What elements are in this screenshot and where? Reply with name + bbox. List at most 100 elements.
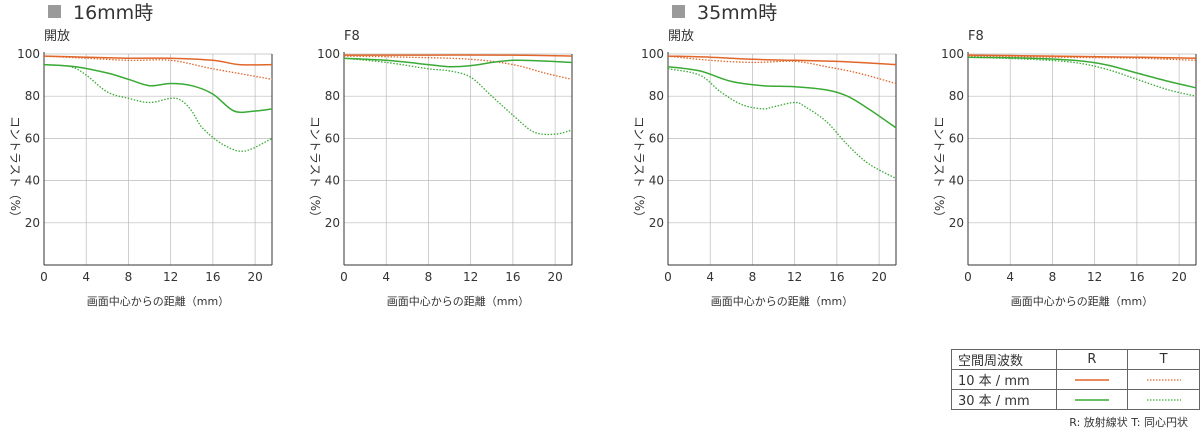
legend-line-dotted-green xyxy=(1146,399,1181,401)
series-line-r10 xyxy=(667,55,897,66)
x-tick-label: 8 xyxy=(749,270,757,284)
legend-row-label: 10 本 / mm xyxy=(951,369,1057,390)
y-axis-label: コントラスト（%） xyxy=(8,116,22,223)
chart-title: F8 xyxy=(968,29,984,44)
legend-line-dotted-orange xyxy=(1146,379,1181,381)
legend-row-30: 30 本 / mm xyxy=(951,389,1200,410)
series-line-r30 xyxy=(343,57,573,68)
y-tick-label: 60 xyxy=(949,131,964,145)
legend-header-row: 空間周波数 R T xyxy=(951,349,1200,370)
chart-title: 開放 xyxy=(668,29,694,44)
legend-swatch-t30 xyxy=(1127,389,1200,410)
section-title-text: 16mm時 xyxy=(73,2,154,24)
y-axis-label: コントラスト（%） xyxy=(308,116,322,223)
legend-row-10: 10 本 / mm xyxy=(951,369,1200,390)
x-tick-label: 8 xyxy=(425,270,433,284)
legend-header: 空間周波数 xyxy=(951,349,1057,370)
x-tick-label: 0 xyxy=(40,270,48,284)
x-tick-label: 4 xyxy=(706,270,714,284)
mtf-chart-svg: 開放 20 40 60 80 100 0 4 8 12 16 20 画面中心からの距離（mm） コントラス… xyxy=(632,29,897,308)
y-tick-label: 80 xyxy=(649,89,664,103)
x-tick-label: 20 xyxy=(547,270,562,284)
x-tick-label: 4 xyxy=(82,270,90,284)
series-line-t30 xyxy=(967,56,1197,97)
x-tick-label: 4 xyxy=(1006,270,1014,284)
chart-title: 開放 xyxy=(44,29,70,44)
x-axis-label: 画面中心からの距離（mm） xyxy=(387,294,529,308)
section-title-35mm: 35mm時 xyxy=(672,0,777,25)
y-tick-label: 20 xyxy=(649,216,664,230)
x-tick-label: 16 xyxy=(1129,270,1144,284)
series-line-r30 xyxy=(667,65,897,129)
x-tick-label: 0 xyxy=(340,270,348,284)
y-tick-label: 20 xyxy=(325,216,340,230)
mtf-chart-35mm-f8: F8 20 40 60 80 100 0 4 8 12 16 20 画面中心からの距離（mm） コントラス… xyxy=(924,28,1200,318)
x-tick-label: 8 xyxy=(125,270,133,284)
series-line-r10 xyxy=(43,55,273,66)
y-tick-label: 80 xyxy=(325,89,340,103)
x-tick-label: 12 xyxy=(787,270,802,284)
x-axis-label: 画面中心からの距離（mm） xyxy=(711,294,853,308)
y-tick-label: 60 xyxy=(325,131,340,145)
mtf-chart-svg: F8 20 40 60 80 100 0 4 8 12 16 20 画面中心からの距離（mm） コントラス… xyxy=(932,29,1197,308)
section-square-icon xyxy=(672,5,685,18)
legend-line-solid-orange xyxy=(1074,379,1109,381)
x-tick-label: 20 xyxy=(247,270,262,284)
y-tick-label: 40 xyxy=(325,174,340,188)
legend-row-label: 30 本 / mm xyxy=(951,389,1057,410)
x-tick-label: 0 xyxy=(964,270,972,284)
series-line-t30 xyxy=(667,68,897,180)
x-tick-label: 20 xyxy=(1171,270,1186,284)
x-tick-label: 8 xyxy=(1049,270,1057,284)
legend-swatch-r30 xyxy=(1055,389,1129,410)
y-tick-label: 20 xyxy=(25,216,40,230)
y-tick-label: 80 xyxy=(949,89,964,103)
series-line-r10 xyxy=(344,54,573,57)
x-tick-label: 0 xyxy=(664,270,672,284)
legend-swatch-r10 xyxy=(1055,369,1129,390)
y-tick-label: 100 xyxy=(17,47,40,61)
y-tick-label: 60 xyxy=(649,131,664,145)
legend-line-solid-green xyxy=(1074,399,1109,401)
x-axis-label: 画面中心からの距離（mm） xyxy=(87,294,229,308)
x-tick-label: 16 xyxy=(505,270,520,284)
chart-title: F8 xyxy=(344,29,360,44)
y-tick-label: 20 xyxy=(949,216,964,230)
series-line-r30 xyxy=(43,63,273,114)
series-line-t10 xyxy=(43,55,273,80)
y-axis-label: コントラスト（%） xyxy=(632,116,646,223)
y-tick-label: 40 xyxy=(649,174,664,188)
mtf-chart-svg: F8 20 40 60 80 100 0 4 8 12 16 20 画面中心からの距離（mm） コントラス… xyxy=(308,29,573,308)
x-tick-label: 20 xyxy=(871,270,886,284)
x-tick-label: 16 xyxy=(205,270,220,284)
y-tick-label: 80 xyxy=(25,89,40,103)
mtf-chart-16mm-f8: F8 20 40 60 80 100 0 4 8 12 16 20 画面中心からの距離（mm） コントラス… xyxy=(300,28,576,318)
x-tick-label: 12 xyxy=(463,270,478,284)
x-axis-label: 画面中心からの距離（mm） xyxy=(1011,294,1153,308)
section-title-16mm: 16mm時 xyxy=(48,0,153,25)
x-tick-label: 4 xyxy=(382,270,390,284)
x-tick-label: 12 xyxy=(1087,270,1102,284)
y-tick-label: 100 xyxy=(641,47,664,61)
y-axis-label: コントラスト（%） xyxy=(932,116,946,223)
y-tick-label: 60 xyxy=(25,131,40,145)
series-line-t30 xyxy=(43,63,273,152)
x-tick-label: 16 xyxy=(829,270,844,284)
legend-col-r: R xyxy=(1055,349,1129,370)
mtf-chart-svg: 開放 20 40 60 80 100 0 4 8 12 16 20 画面中心からの距離（mm） コントラス… xyxy=(8,29,273,308)
legend-swatch-t10 xyxy=(1127,369,1200,390)
series-line-t30 xyxy=(343,57,573,136)
y-tick-label: 40 xyxy=(25,174,40,188)
legend-table: 空間周波数 R T 10 本 / mm 30 本 / mm xyxy=(951,349,1200,410)
series-line-r30 xyxy=(967,56,1197,89)
y-tick-label: 40 xyxy=(949,174,964,188)
footnote: R: 放射線状 T: 同心円状 xyxy=(1069,416,1188,429)
mtf-chart-35mm-open: 開放 20 40 60 80 100 0 4 8 12 16 20 画面中心からの距離（mm） コントラス… xyxy=(624,28,900,318)
series-line-r10 xyxy=(967,54,1197,59)
mtf-chart-16mm-open: 開放 20 40 60 80 100 0 4 8 12 16 20 画面中心からの距離（mm） コントラス… xyxy=(0,28,276,318)
x-tick-label: 12 xyxy=(163,270,178,284)
y-tick-label: 100 xyxy=(941,47,964,61)
section-title-text: 35mm時 xyxy=(697,2,778,24)
section-square-icon xyxy=(48,5,61,18)
legend-col-t: T xyxy=(1127,349,1200,370)
